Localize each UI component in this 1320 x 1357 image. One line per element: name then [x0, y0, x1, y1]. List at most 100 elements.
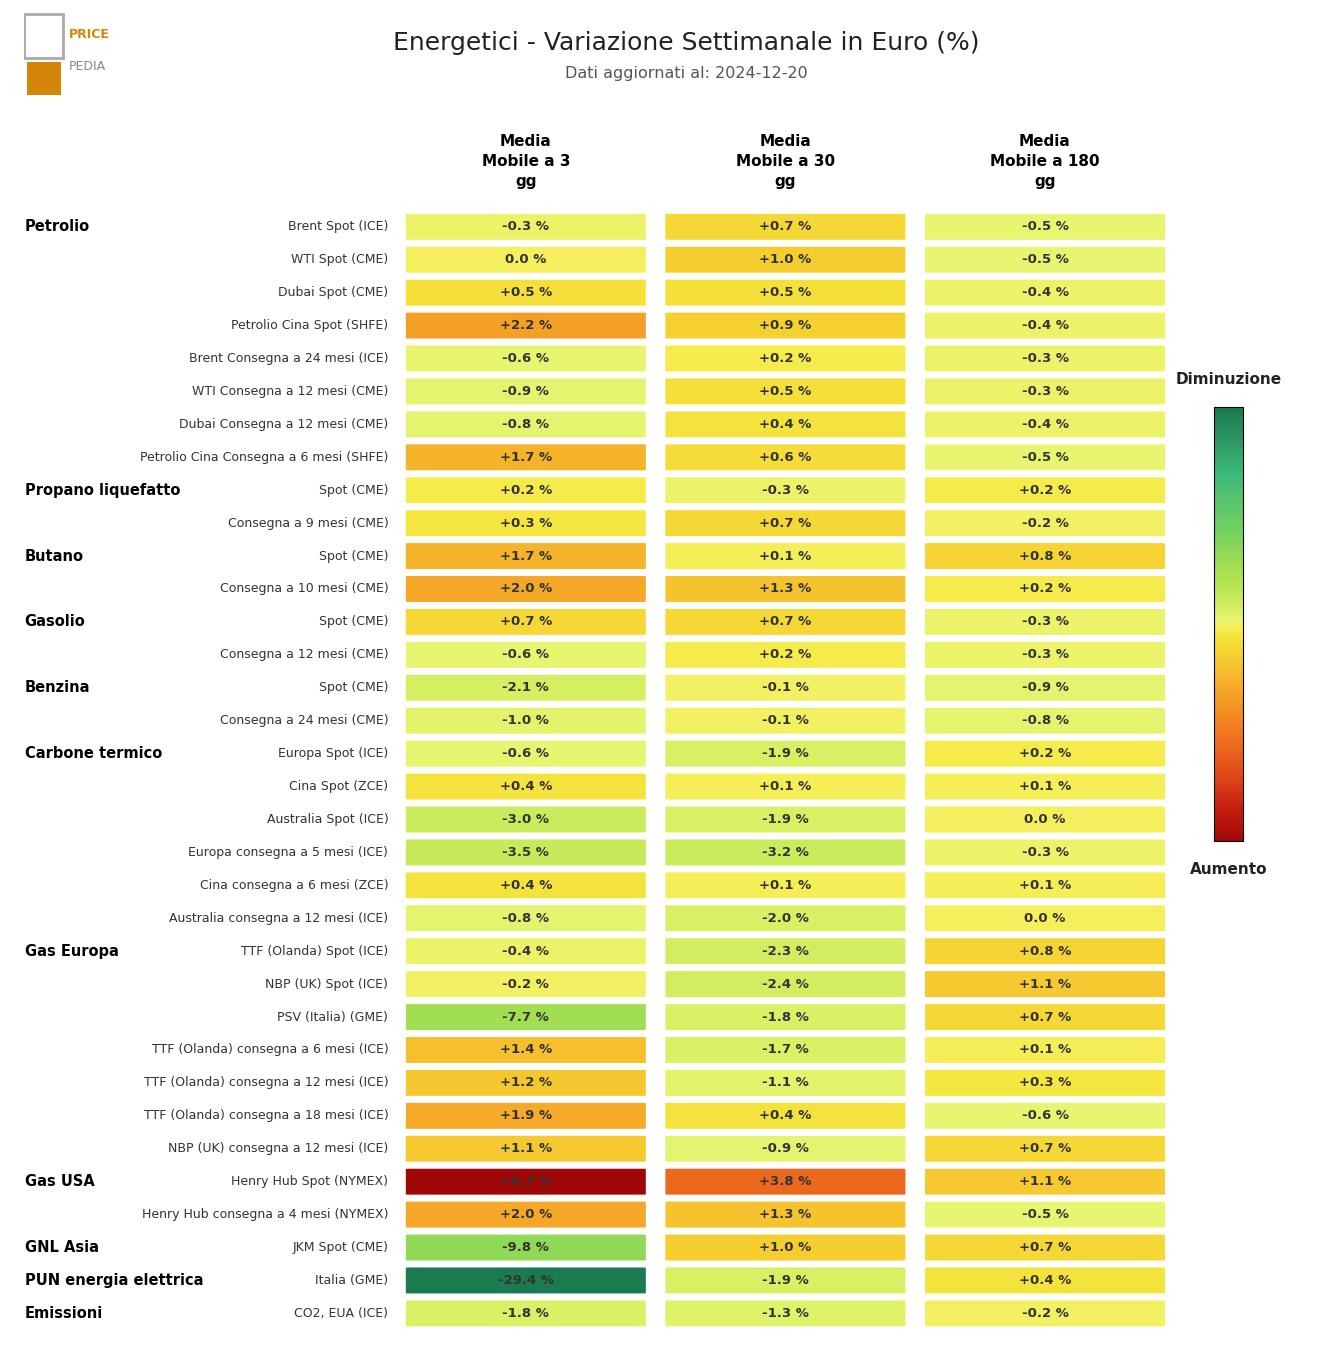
Text: Carbone termico: Carbone termico [25, 746, 162, 761]
FancyBboxPatch shape [924, 970, 1166, 997]
FancyBboxPatch shape [405, 1102, 647, 1129]
FancyBboxPatch shape [924, 509, 1166, 537]
Text: +0.7 %: +0.7 % [1019, 1242, 1071, 1254]
FancyBboxPatch shape [665, 1102, 906, 1129]
FancyBboxPatch shape [665, 674, 906, 702]
Text: -0.4 %: -0.4 % [1022, 319, 1068, 332]
FancyBboxPatch shape [924, 674, 1166, 702]
FancyBboxPatch shape [665, 543, 906, 570]
Text: -0.8 %: -0.8 % [503, 418, 549, 432]
FancyBboxPatch shape [405, 509, 647, 537]
Text: +0.4 %: +0.4 % [499, 879, 552, 892]
Text: Cina consegna a 6 mesi (ZCE): Cina consegna a 6 mesi (ZCE) [199, 879, 388, 892]
Text: -1.3 %: -1.3 % [762, 1307, 809, 1320]
Text: Spot (CME): Spot (CME) [319, 616, 388, 628]
Text: -0.3 %: -0.3 % [1022, 649, 1068, 661]
FancyBboxPatch shape [665, 411, 906, 438]
Text: +0.7 %: +0.7 % [1019, 1143, 1071, 1155]
FancyBboxPatch shape [665, 246, 906, 273]
FancyBboxPatch shape [405, 806, 647, 833]
Text: PRICE: PRICE [69, 27, 110, 41]
Text: -0.6 %: -0.6 % [503, 748, 549, 760]
Text: -2.1 %: -2.1 % [503, 681, 549, 695]
FancyBboxPatch shape [665, 1037, 906, 1064]
FancyBboxPatch shape [665, 213, 906, 240]
Text: -1.8 %: -1.8 % [762, 1011, 809, 1023]
Text: +1.3 %: +1.3 % [759, 1208, 812, 1221]
Text: -7.7 %: -7.7 % [503, 1011, 549, 1023]
FancyBboxPatch shape [405, 1037, 647, 1064]
FancyBboxPatch shape [924, 1003, 1166, 1031]
FancyBboxPatch shape [924, 1234, 1166, 1261]
Text: +0.2 %: +0.2 % [1019, 748, 1071, 760]
Text: +1.4 %: +1.4 % [500, 1044, 552, 1057]
Text: -1.8 %: -1.8 % [503, 1307, 549, 1320]
Text: Dubai Spot (CME): Dubai Spot (CME) [279, 286, 388, 299]
Text: Cina Spot (ZCE): Cina Spot (ZCE) [289, 780, 388, 792]
Text: -0.6 %: -0.6 % [503, 351, 549, 365]
Text: JKM Spot (CME): JKM Spot (CME) [292, 1242, 388, 1254]
Text: +1.1 %: +1.1 % [1019, 977, 1071, 991]
Text: +0.4 %: +0.4 % [499, 780, 552, 792]
FancyBboxPatch shape [665, 1168, 906, 1196]
Text: +0.6 %: +0.6 % [759, 451, 812, 464]
Text: +0.7 %: +0.7 % [500, 616, 552, 628]
Text: +0.2 %: +0.2 % [1019, 582, 1071, 596]
Text: Consegna a 12 mesi (CME): Consegna a 12 mesi (CME) [219, 649, 388, 661]
Text: +0.3 %: +0.3 % [499, 517, 552, 529]
Text: +0.2 %: +0.2 % [759, 351, 812, 365]
Text: +1.7 %: +1.7 % [500, 550, 552, 563]
Text: +0.4 %: +0.4 % [1019, 1274, 1072, 1286]
FancyBboxPatch shape [665, 707, 906, 734]
Text: +0.7 %: +0.7 % [1019, 1011, 1071, 1023]
Text: WTI Spot (CME): WTI Spot (CME) [292, 254, 388, 266]
FancyBboxPatch shape [924, 1168, 1166, 1196]
Text: -0.4 %: -0.4 % [1022, 418, 1068, 432]
Text: -0.3 %: -0.3 % [1022, 845, 1068, 859]
FancyBboxPatch shape [665, 377, 906, 406]
Text: Benzina: Benzina [25, 680, 90, 695]
Text: +0.1 %: +0.1 % [1019, 879, 1071, 892]
Text: Butano: Butano [25, 548, 83, 563]
Text: Petrolio: Petrolio [25, 220, 90, 235]
Text: WTI Consegna a 12 mesi (CME): WTI Consegna a 12 mesi (CME) [191, 385, 388, 398]
Text: -3.0 %: -3.0 % [503, 813, 549, 826]
Text: Spot (CME): Spot (CME) [319, 550, 388, 563]
Text: 0.0 %: 0.0 % [1024, 813, 1065, 826]
FancyBboxPatch shape [665, 970, 906, 997]
FancyBboxPatch shape [665, 871, 906, 898]
Text: Propano liquefatto: Propano liquefatto [25, 483, 180, 498]
Text: +0.3 %: +0.3 % [1019, 1076, 1072, 1090]
FancyBboxPatch shape [405, 905, 647, 932]
Text: Media
Mobile a 180
gg: Media Mobile a 180 gg [990, 134, 1100, 189]
Text: Petrolio Cina Spot (SHFE): Petrolio Cina Spot (SHFE) [231, 319, 388, 332]
Text: -0.3 %: -0.3 % [1022, 351, 1068, 365]
Text: Diminuzione: Diminuzione [1176, 372, 1282, 387]
Text: Consegna a 9 mesi (CME): Consegna a 9 mesi (CME) [227, 517, 388, 529]
Text: Gasolio: Gasolio [25, 615, 86, 630]
FancyBboxPatch shape [405, 575, 647, 603]
FancyBboxPatch shape [665, 1069, 906, 1096]
Text: +1.2 %: +1.2 % [500, 1076, 552, 1090]
Text: +0.4 %: +0.4 % [759, 1109, 812, 1122]
FancyBboxPatch shape [405, 740, 647, 767]
FancyBboxPatch shape [405, 543, 647, 570]
FancyBboxPatch shape [405, 1134, 647, 1163]
Text: NBP (UK) consegna a 12 mesi (ICE): NBP (UK) consegna a 12 mesi (ICE) [168, 1143, 388, 1155]
FancyBboxPatch shape [665, 1134, 906, 1163]
Text: Spot (CME): Spot (CME) [319, 483, 388, 497]
Text: -1.7 %: -1.7 % [762, 1044, 809, 1057]
Text: -0.9 %: -0.9 % [1022, 681, 1068, 695]
FancyBboxPatch shape [405, 411, 647, 438]
FancyBboxPatch shape [665, 740, 906, 767]
FancyBboxPatch shape [924, 1069, 1166, 1096]
FancyBboxPatch shape [665, 608, 906, 635]
Text: PUN energia elettrica: PUN energia elettrica [25, 1273, 203, 1288]
Text: -9.8 %: -9.8 % [503, 1242, 549, 1254]
Text: -2.3 %: -2.3 % [762, 944, 809, 958]
Text: -0.8 %: -0.8 % [503, 912, 549, 924]
Text: -1.9 %: -1.9 % [762, 813, 809, 826]
Text: -0.3 %: -0.3 % [1022, 385, 1068, 398]
Text: +0.2 %: +0.2 % [1019, 483, 1071, 497]
FancyBboxPatch shape [405, 1201, 647, 1228]
